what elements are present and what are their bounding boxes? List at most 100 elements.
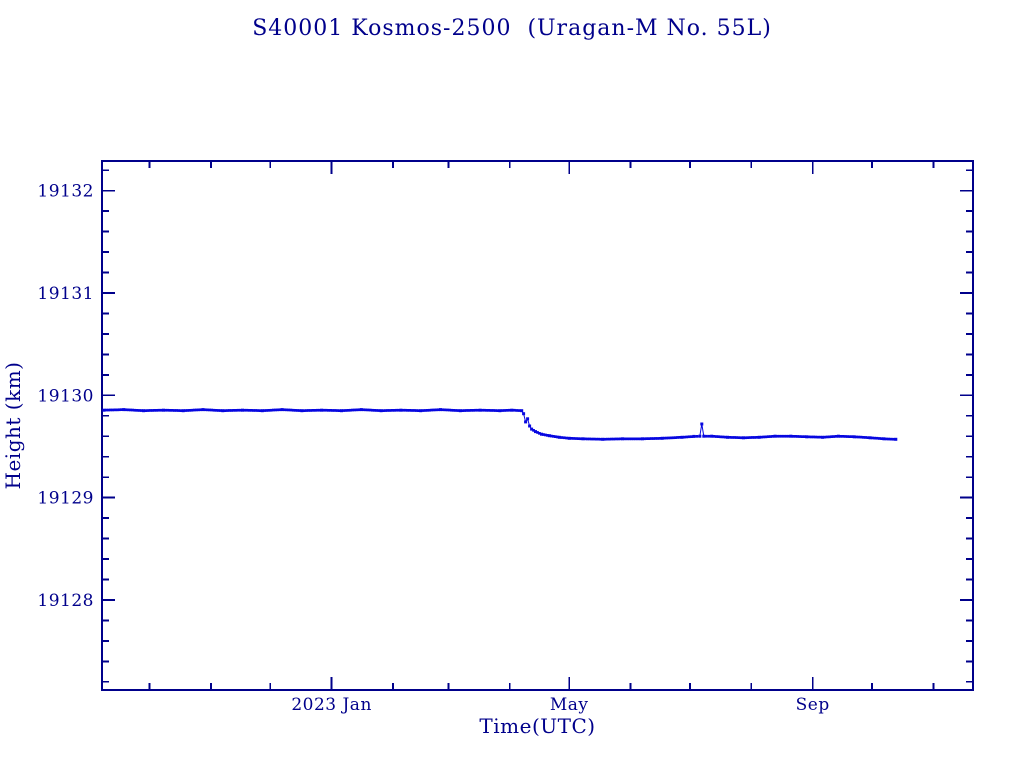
data-point-marker	[692, 434, 696, 438]
data-point-marker	[546, 434, 549, 437]
data-point-marker	[439, 408, 442, 412]
data-point-marker	[417, 409, 420, 412]
data-point-marker	[344, 409, 348, 412]
data-point-marker	[430, 408, 434, 412]
data-point-marker	[760, 435, 763, 439]
data-point-marker	[302, 409, 306, 412]
data-point-marker	[809, 435, 813, 439]
data-point-marker	[166, 408, 170, 412]
data-point-marker	[782, 434, 786, 438]
data-point-marker	[250, 409, 253, 412]
x-tick-label: Sep	[796, 695, 830, 715]
data-point-marker	[287, 408, 291, 412]
series-markers	[102, 408, 898, 441]
data-point-marker	[186, 409, 189, 412]
data-point-marker	[702, 434, 706, 438]
data-point-marker	[818, 435, 822, 439]
data-point-marker	[283, 408, 286, 412]
data-point-marker	[528, 424, 532, 428]
data-point-marker	[705, 434, 708, 438]
data-point-marker	[397, 408, 401, 412]
data-point-marker	[512, 408, 516, 412]
data-point-marker	[723, 435, 727, 439]
data-point-marker	[184, 409, 187, 412]
data-point-marker	[274, 408, 277, 412]
data-point-marker	[272, 408, 275, 412]
data-point-marker	[210, 408, 214, 412]
data-point-marker	[232, 409, 236, 412]
data-point-marker	[594, 437, 598, 441]
data-point-marker	[746, 436, 750, 439]
data-point-marker	[305, 409, 308, 412]
data-point-marker	[384, 409, 387, 412]
data-point-marker	[406, 409, 409, 412]
data-point-marker	[107, 408, 110, 412]
data-point-marker	[859, 435, 863, 439]
data-point-marker	[241, 408, 244, 412]
data-point-marker	[412, 409, 416, 412]
data-point-marker	[719, 435, 723, 439]
data-point-marker	[144, 409, 148, 412]
data-point-marker	[785, 434, 788, 438]
data-point-marker	[625, 437, 629, 441]
data-point-marker	[164, 408, 167, 412]
data-point-marker	[850, 435, 854, 438]
data-point-marker	[478, 408, 482, 412]
data-point-marker	[762, 435, 766, 439]
data-point-marker	[245, 408, 249, 412]
data-point-marker	[612, 437, 616, 441]
data-point-marker	[120, 408, 123, 411]
data-point-marker	[104, 408, 108, 412]
data-point-marker	[401, 408, 405, 412]
data-point-marker	[832, 435, 836, 438]
data-point-marker	[574, 437, 578, 440]
data-point-marker	[791, 435, 795, 438]
data-point-marker	[567, 436, 571, 440]
data-point-marker	[445, 408, 449, 412]
data-point-marker	[789, 434, 793, 438]
data-point-marker	[223, 409, 227, 412]
data-point-marker	[496, 409, 499, 412]
data-point-marker	[153, 409, 156, 412]
data-point-marker	[894, 437, 898, 441]
data-point-marker	[667, 436, 671, 440]
data-point-marker	[135, 409, 139, 412]
data-point-marker	[836, 434, 840, 438]
data-point-marker	[669, 436, 673, 440]
data-point-marker	[140, 409, 143, 412]
data-point-marker	[843, 435, 847, 438]
data-point-marker	[855, 435, 858, 439]
data-point-marker	[577, 437, 580, 440]
data-point-marker	[647, 437, 651, 440]
data-point-marker	[730, 436, 734, 439]
data-point-marker	[857, 435, 861, 439]
data-point-marker	[741, 436, 745, 440]
data-point-marker	[630, 437, 633, 441]
data-point-marker	[532, 429, 535, 432]
data-point-marker	[562, 436, 566, 440]
data-point-marker	[278, 408, 282, 412]
data-point-marker	[118, 408, 121, 412]
data-point-marker	[291, 408, 295, 412]
data-point-marker	[658, 437, 662, 440]
data-point-marker	[803, 435, 806, 438]
data-point-marker	[212, 408, 216, 412]
data-point-marker	[825, 435, 829, 439]
data-point-marker	[181, 409, 185, 413]
data-point-marker	[474, 408, 477, 412]
data-point-marker	[866, 436, 870, 439]
data-point-marker	[780, 434, 784, 438]
data-point-marker	[570, 437, 573, 440]
data-point-marker	[554, 435, 557, 438]
data-point-marker	[260, 409, 264, 413]
data-point-marker	[170, 409, 174, 412]
data-point-marker	[515, 409, 519, 412]
data-point-marker	[434, 408, 438, 412]
data-point-marker	[839, 435, 842, 438]
data-point-marker	[179, 409, 183, 412]
data-point-marker	[875, 436, 879, 440]
data-point-marker	[109, 408, 112, 412]
data-point-marker	[188, 409, 192, 412]
